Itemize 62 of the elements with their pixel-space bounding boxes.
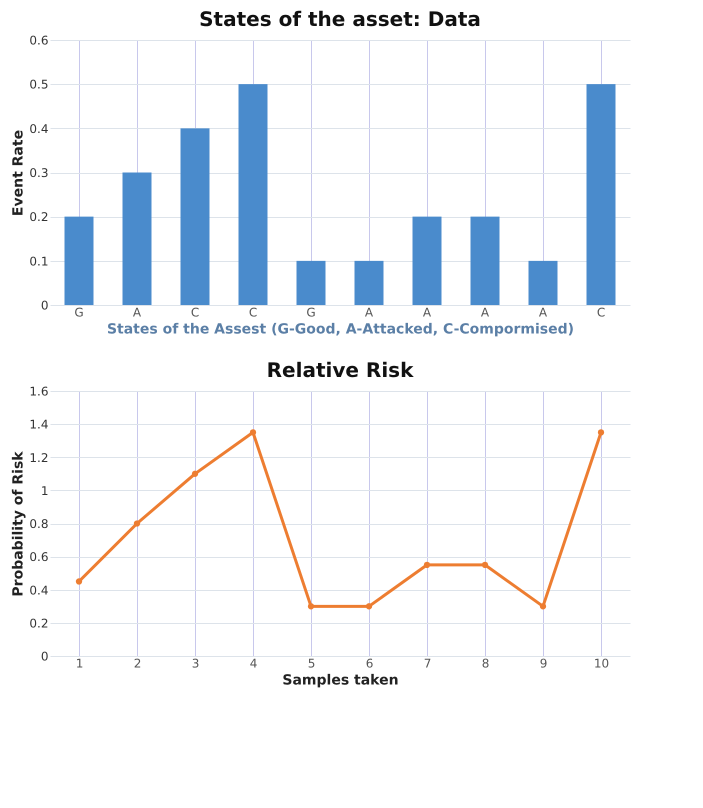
point (366, 603, 372, 610)
x-tick-label: G (306, 306, 316, 320)
y-axis-title: Probability of Risk (10, 450, 26, 597)
x-tick-label: A (132, 306, 142, 320)
bar (64, 216, 94, 305)
y-tick-label: 0 (40, 298, 48, 312)
y-tick-label: 1 (40, 484, 48, 498)
x-tick-label: 6 (366, 656, 374, 670)
x-axis-title: Samples taken (282, 672, 399, 688)
bar (412, 216, 442, 305)
point (598, 429, 604, 436)
x-tick-label: A (480, 306, 490, 320)
point (308, 603, 314, 610)
x-tick-label: 5 (308, 656, 316, 670)
x-tick-label: A (422, 306, 432, 320)
bar (528, 260, 558, 305)
x-tick-label: G (74, 306, 84, 320)
point (540, 603, 546, 610)
bar (586, 84, 616, 305)
y-tick-label: 0 (40, 650, 48, 664)
x-tick-label: 4 (250, 656, 258, 670)
x-tick-label: C (248, 306, 258, 320)
y-tick-label: 0.4 (29, 122, 48, 136)
x-tick-label: 10 (594, 656, 610, 670)
y-axis-title: Event Rate (10, 130, 26, 216)
x-tick-label: 1 (76, 656, 84, 670)
x-tick-label: A (364, 306, 374, 320)
x-tick-label: C (596, 306, 606, 320)
point (76, 578, 82, 585)
bar (354, 260, 384, 305)
x-tick-label: 3 (192, 656, 200, 670)
y-tick-label: 1.2 (29, 450, 48, 465)
x-tick-label: 8 (482, 656, 490, 670)
bar (296, 260, 326, 305)
y-tick-label: 0.8 (29, 517, 48, 531)
point (424, 562, 430, 568)
point (134, 520, 140, 527)
point (192, 470, 198, 477)
y-tick-label: 1.6 (29, 384, 48, 398)
bar (238, 84, 268, 305)
y-tick-label: 0.6 (29, 34, 48, 48)
y-tick-label: 0.4 (29, 583, 48, 598)
y-tick-label: 0.5 (29, 78, 48, 92)
y-tick-label: 1.4 (29, 418, 48, 432)
x-tick-label: A (538, 306, 548, 320)
x-tick-label: 2 (134, 656, 142, 670)
x-tick-label: 7 (424, 656, 432, 670)
x-axis-title: States of the Assest (G-Good, A-Attacked, C-Compormised) (106, 322, 574, 338)
x-tick-label: C (190, 306, 200, 320)
bar (122, 172, 152, 305)
point (482, 562, 488, 568)
x-tick-label: 9 (540, 656, 548, 670)
chart-title: States of the asset: Data (199, 7, 481, 31)
y-tick-label: 0.3 (29, 166, 48, 180)
bar (470, 216, 500, 305)
y-tick-label: 0.2 (29, 210, 48, 224)
y-tick-label: 0.2 (29, 616, 48, 630)
point (250, 429, 256, 436)
y-tick-label: 0.1 (29, 254, 48, 268)
y-tick-label: 0.6 (29, 550, 48, 564)
chart-title: Relative Risk (266, 358, 414, 382)
bar (180, 128, 210, 305)
